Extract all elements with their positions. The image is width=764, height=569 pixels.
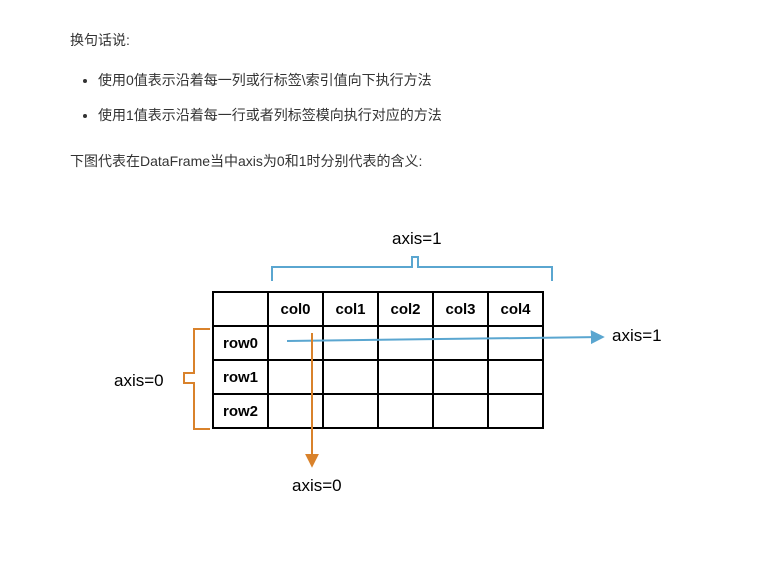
- table-cell: [433, 326, 488, 360]
- table-cell: [488, 360, 543, 394]
- table-cell: [488, 326, 543, 360]
- dataframe-table: col0 col1 col2 col3 col4 row0 row1 row2: [212, 291, 544, 429]
- bullet-item: 使用0值表示沿着每一列或行标签\索引值向下执行方法: [98, 70, 694, 91]
- axis0-left-label: axis=0: [114, 371, 164, 391]
- axis-diagram: col0 col1 col2 col3 col4 row0 row1 row2: [82, 201, 682, 501]
- table-cell: [268, 394, 323, 428]
- column-header: col1: [323, 292, 378, 326]
- table-cell: [268, 326, 323, 360]
- bullet-list: 使用0值表示沿着每一列或行标签\索引值向下执行方法 使用1值表示沿着每一行或者列…: [98, 70, 694, 126]
- column-header: col0: [268, 292, 323, 326]
- axis1-top-bracket: [272, 257, 552, 281]
- axis0-bottom-label: axis=0: [292, 476, 342, 496]
- row-header: row0: [213, 326, 268, 360]
- axis0-left-bracket: [184, 329, 210, 429]
- column-header: col4: [488, 292, 543, 326]
- table-cell: [433, 394, 488, 428]
- table-cell: [488, 394, 543, 428]
- table-cell: [323, 394, 378, 428]
- row-header: row2: [213, 394, 268, 428]
- column-header: col2: [378, 292, 433, 326]
- bullet-item: 使用1值表示沿着每一行或者列标签模向执行对应的方法: [98, 105, 694, 126]
- diagram-caption: 下图代表在DataFrame当中axis为0和1时分别代表的含义:: [70, 151, 694, 171]
- table-cell: [433, 360, 488, 394]
- row-header: row1: [213, 360, 268, 394]
- table-cell: [268, 360, 323, 394]
- axis1-right-label: axis=1: [612, 326, 662, 346]
- table-cell: [323, 360, 378, 394]
- table-cell: [378, 326, 433, 360]
- intro-paragraph: 换句话说:: [70, 30, 694, 50]
- axis1-top-label: axis=1: [392, 229, 442, 249]
- column-header: col3: [433, 292, 488, 326]
- table-cell: [378, 394, 433, 428]
- table-cell: [323, 326, 378, 360]
- table-corner-cell: [213, 292, 268, 326]
- table-cell: [378, 360, 433, 394]
